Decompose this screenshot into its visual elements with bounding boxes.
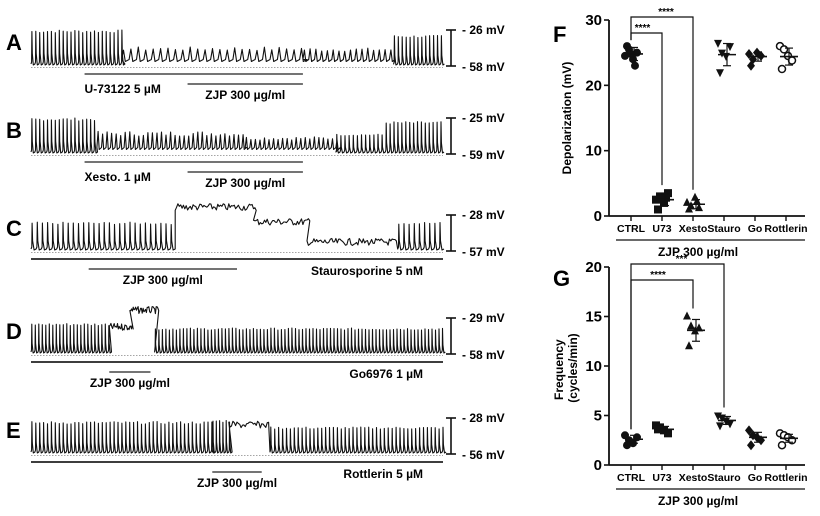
x-tick-label-ctrl: CTRL xyxy=(617,472,646,484)
panel-label-g: G xyxy=(553,266,570,291)
scale-label-bottom: - 56 mV xyxy=(462,448,505,462)
y-tick-label: 15 xyxy=(585,309,602,326)
drug-label: ZJP 300 µg/ml xyxy=(205,176,285,190)
data-point-triangle-down xyxy=(722,417,730,426)
drug-label: Rottlerin 5 µM xyxy=(343,467,423,481)
panel-g-chart: G 0 5 10 15 20 CTRL U73 Xesto Stauro Go Rottlerin *… xyxy=(552,254,808,508)
y-tick-label: 0 xyxy=(594,208,602,225)
panel-f-chart: F 0 10 20 30 CTRL U73 Xesto Stauro Go Rottlerin **… xyxy=(553,7,808,259)
drug-label: U-73122 5 µM xyxy=(85,82,161,96)
panel-label-a: A xyxy=(6,30,22,55)
data-point-triangle-down xyxy=(716,422,724,431)
panel-label-b: B xyxy=(6,118,22,143)
y-tick-label: 30 xyxy=(585,12,602,29)
significance-stars: **** xyxy=(650,270,666,281)
data-point-open-circle xyxy=(777,440,787,450)
x-tick-label-xesto: Xesto xyxy=(679,472,708,484)
membrane-potential-trace xyxy=(30,29,445,66)
data-point-diamond xyxy=(747,60,755,71)
data-point-diamond xyxy=(747,440,755,451)
x-tick-label-ctrl: CTRL xyxy=(617,223,646,235)
data-point-triangle-down xyxy=(714,39,722,48)
data-point-open-circle xyxy=(779,45,789,54)
drug-label: ZJP 300 µg/ml xyxy=(90,376,170,390)
panel-label-f: F xyxy=(553,22,566,47)
significance-stars: *** xyxy=(676,254,688,265)
trace-panels: A - 26 mV - 58 mV U-73122 5 µM ZJP 300 µg/ml… xyxy=(6,23,505,490)
data-point-square xyxy=(654,205,662,214)
data-point-triangle-up xyxy=(695,323,703,332)
data-point-triangle-down xyxy=(718,49,726,58)
x-tick-label-go: Go xyxy=(748,223,763,235)
drug-label: ZJP 300 µg/ml xyxy=(123,273,203,287)
significance-stars: **** xyxy=(635,23,651,34)
data-point-triangle-up xyxy=(687,321,695,330)
scale-label-bottom: - 59 mV xyxy=(462,148,505,162)
data-point-circle xyxy=(623,42,631,51)
data-point-circle xyxy=(623,441,631,450)
scale-label-top: - 29 mV xyxy=(462,311,505,325)
x-tick-label-stauro: Stauro xyxy=(707,472,740,484)
scale-label-bottom: - 58 mV xyxy=(462,348,505,362)
panel-g-y-label-line1: Frequency xyxy=(552,339,566,400)
x-tick-label-xesto: Xesto xyxy=(679,223,708,235)
panel-label-d: D xyxy=(6,319,22,344)
y-tick-label: 20 xyxy=(585,77,602,94)
data-point-square xyxy=(662,193,670,202)
data-point-square xyxy=(664,189,672,198)
scale-label-bottom: - 57 mV xyxy=(462,245,505,259)
drug-label: Go6976 1 µM xyxy=(349,367,423,381)
drug-label: ZJP 300 µg/ml xyxy=(197,476,277,490)
panel-f-axes: 0 10 20 30 CTRL U73 Xesto Stauro Go Rottlerin ****… xyxy=(585,7,808,241)
significance-bracket xyxy=(630,279,694,430)
drug-label: ZJP 300 µg/ml xyxy=(205,88,285,102)
data-point-square xyxy=(664,429,672,438)
significance-stars: **** xyxy=(658,7,674,18)
scale-label-bottom: - 58 mV xyxy=(462,60,505,74)
y-tick-label: 0 xyxy=(594,457,602,474)
x-tick-label-go: Go xyxy=(748,472,763,484)
scale-label-top: - 28 mV xyxy=(462,411,505,425)
y-tick-label: 5 xyxy=(594,408,602,425)
data-point-open-circle xyxy=(777,64,787,74)
scale-label-top: - 26 mV xyxy=(462,23,505,37)
panel-label-c: C xyxy=(6,216,22,241)
panel-f-x-axis-label: ZJP 300 µg/ml xyxy=(658,245,738,259)
scale-label-top: - 25 mV xyxy=(462,111,505,125)
scale-label-top: - 28 mV xyxy=(462,208,505,222)
data-point-square xyxy=(656,192,664,201)
drug-label: Xesto. 1 µM xyxy=(85,170,151,184)
x-tick-label-rottlerin: Rottlerin xyxy=(764,472,807,484)
data-point-triangle-up xyxy=(685,204,693,213)
y-tick-label: 20 xyxy=(585,259,602,276)
panel-g-axes: 0 5 10 15 20 CTRL U73 Xesto Stauro Go Rottlerin ***… xyxy=(585,254,808,490)
membrane-potential-trace xyxy=(30,117,445,154)
panel-label-e: E xyxy=(6,418,21,443)
x-tick-label-u73: U73 xyxy=(652,472,671,484)
membrane-potential-trace xyxy=(30,203,445,251)
significance-bracket xyxy=(630,263,725,430)
x-tick-label-rottlerin: Rottlerin xyxy=(764,223,807,235)
data-point-triangle-up xyxy=(693,196,701,205)
y-tick-label: 10 xyxy=(585,358,602,375)
x-tick-label-u73: U73 xyxy=(652,223,671,235)
data-point-square xyxy=(660,198,668,207)
membrane-potential-trace xyxy=(30,306,446,354)
panel-g-x-axis-label: ZJP 300 µg/ml xyxy=(658,494,738,508)
data-point-circle xyxy=(631,61,639,70)
drug-label: Staurosporine 5 nM xyxy=(311,264,423,278)
significance-bracket xyxy=(630,16,694,190)
data-point-triangle-up xyxy=(683,311,691,320)
data-point-triangle-down xyxy=(716,69,724,78)
panel-g-y-axis-label: Frequency (cycles/min) xyxy=(552,333,580,402)
panel-f-y-axis-label: Depolarization (mV) xyxy=(560,62,574,175)
data-point-triangle-down xyxy=(726,43,734,52)
x-tick-label-stauro: Stauro xyxy=(707,223,740,235)
panel-g-y-label-line2: (cycles/min) xyxy=(566,333,580,402)
data-point-triangle-up xyxy=(685,341,693,350)
membrane-potential-trace xyxy=(30,419,447,454)
y-tick-label: 10 xyxy=(585,143,602,160)
